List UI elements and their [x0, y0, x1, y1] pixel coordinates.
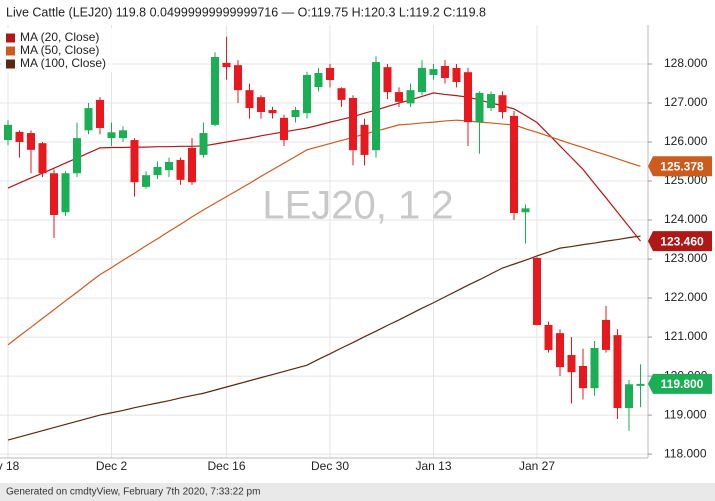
footer: Generated on cmdtyView, February 7th 202…	[6, 487, 260, 498]
price-badge	[648, 373, 712, 394]
candle-body	[613, 335, 622, 409]
legend-label: MA (20, Close)	[20, 30, 99, 44]
candle-body	[590, 347, 599, 389]
y-tick-label: 122.000	[664, 290, 708, 304]
candle-body	[579, 365, 587, 389]
legend: MA (20, Close)MA (50, Close)MA (100, Clo…	[2, 28, 112, 72]
candle-body	[4, 124, 12, 141]
candle-body	[142, 175, 150, 187]
price-badge	[648, 156, 712, 177]
y-tick-label: 126.000	[664, 134, 708, 148]
candle-body	[326, 67, 334, 81]
candle-body	[487, 94, 495, 109]
candle-body	[211, 56, 219, 125]
ma-line	[7, 235, 641, 441]
candle-body	[636, 383, 645, 386]
y-tick-label: 124.000	[664, 212, 708, 226]
y-tick-label: 121.000	[664, 329, 708, 343]
candle-body	[314, 72, 323, 88]
plot-area	[0, 25, 648, 458]
candle-body	[130, 140, 139, 183]
candle-body	[602, 319, 610, 350]
y-tick-label: 128.000	[664, 56, 708, 70]
candle-body	[498, 95, 507, 112]
candle-body	[349, 97, 357, 151]
candle-body	[406, 90, 415, 104]
candle-body	[165, 161, 173, 171]
candle-body	[464, 72, 472, 123]
footer-bar	[0, 483, 715, 501]
candle-body	[475, 92, 484, 123]
legend-label: MA (100, Close)	[20, 56, 106, 70]
candle-body	[257, 97, 265, 112]
x-tick-label: Dec 16	[207, 459, 245, 473]
candle-body	[84, 108, 93, 131]
candle-body	[61, 173, 70, 213]
candle-body	[510, 115, 518, 214]
candle-body	[429, 69, 438, 75]
candle-body	[567, 355, 576, 373]
y-tick-label: 118.000	[664, 446, 707, 460]
candle-body	[73, 138, 81, 174]
price-badge-label: 119.800	[661, 377, 704, 391]
candle-body	[188, 147, 196, 183]
candle-body	[234, 65, 242, 91]
candle-body	[119, 130, 127, 139]
candle-body	[291, 110, 300, 118]
candle-body	[418, 67, 426, 93]
candle-body	[245, 90, 254, 109]
candle-body	[153, 166, 162, 176]
price-badge	[648, 231, 712, 252]
x-tick-label: v 18	[0, 459, 20, 473]
candle-body	[27, 133, 35, 150]
ma-line	[7, 119, 641, 346]
candle-body	[372, 62, 380, 151]
candle-body	[360, 124, 369, 155]
price-badge-label: 123.460	[660, 234, 704, 248]
candle-body	[625, 384, 633, 409]
candle-body	[303, 74, 311, 114]
candle-body	[268, 110, 277, 114]
legend-label: MA (50, Close)	[20, 43, 99, 57]
candle-body	[50, 173, 58, 215]
candle-body	[441, 65, 449, 79]
candle-body	[544, 324, 553, 350]
legend-swatch	[6, 59, 15, 69]
candle-body	[222, 62, 231, 68]
candle-body	[176, 159, 185, 180]
price-badge-label: 125.378	[660, 159, 704, 173]
candle-body	[15, 131, 24, 143]
candle-body	[199, 133, 208, 155]
candle-body	[383, 67, 392, 93]
candle-body	[556, 333, 564, 368]
x-tick-label: Jan 27	[519, 459, 555, 473]
x-tick-label: Dec 2	[96, 459, 128, 473]
candle-body	[280, 117, 288, 141]
candle-body	[337, 88, 346, 100]
candle-body	[96, 99, 104, 128]
y-tick-label: 119.000	[664, 407, 707, 421]
candle-body	[107, 132, 116, 139]
y-tick-label: 127.000	[664, 95, 708, 109]
legend-box	[2, 28, 112, 72]
legend-swatch	[6, 33, 15, 43]
x-tick-label: Jan 13	[415, 459, 451, 473]
chart-title: Live Cattle (LEJ20) 119.8 0.049999999999…	[6, 5, 486, 19]
candle-body	[38, 143, 47, 174]
ma-line	[7, 92, 641, 242]
y-tick-label: 123.000	[664, 251, 708, 265]
candle-body	[533, 257, 541, 325]
candle-body	[395, 92, 403, 102]
x-tick-label: Dec 30	[311, 459, 349, 473]
legend-swatch	[6, 46, 15, 56]
y-tick-label: 125.000	[664, 173, 708, 187]
candle-body	[521, 208, 530, 213]
candle-body	[452, 67, 461, 82]
watermark: LEJ20, 1 2	[262, 184, 453, 228]
